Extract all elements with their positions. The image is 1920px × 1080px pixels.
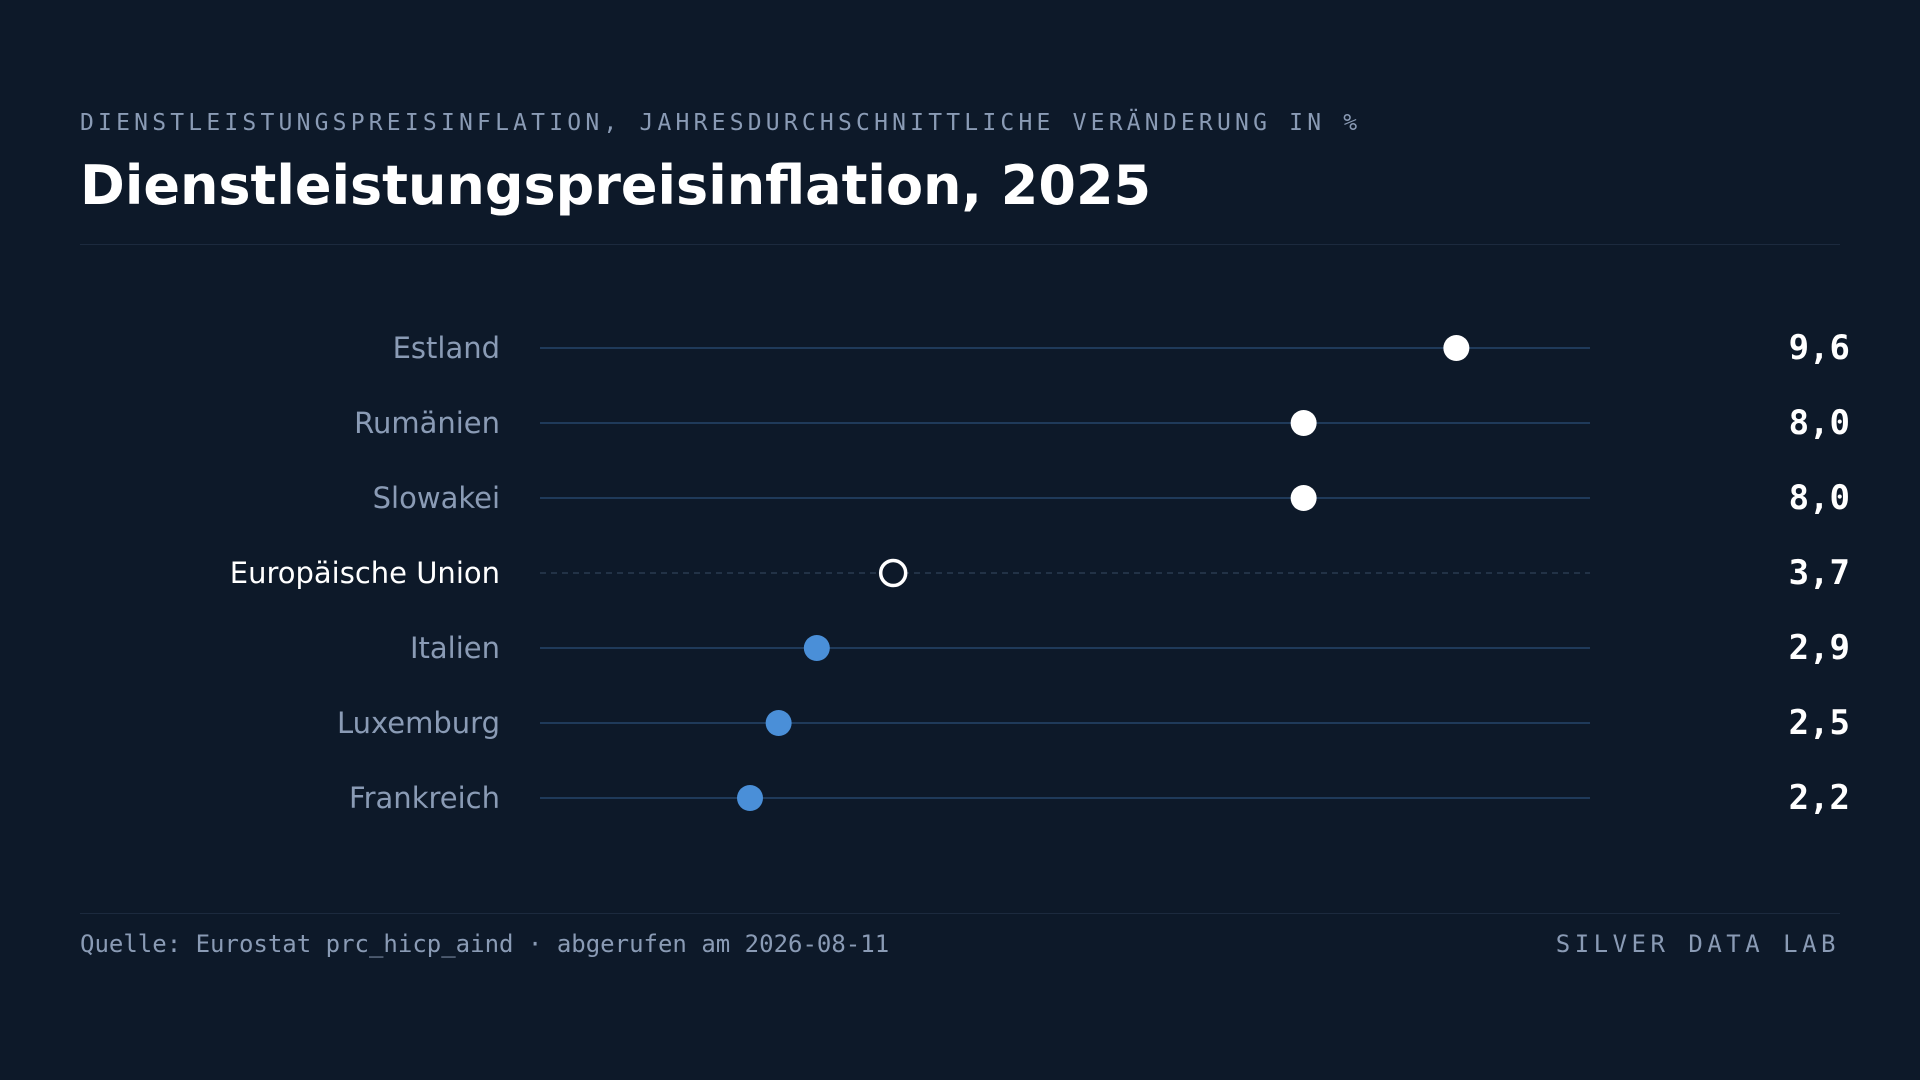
category-label: Italien xyxy=(410,631,500,665)
value-label: 8,0 xyxy=(1789,403,1850,443)
brand-label: SILVER DATA LAB xyxy=(1555,930,1840,958)
category-label: Estland xyxy=(393,331,500,365)
value-label: 9,6 xyxy=(1789,328,1850,368)
data-point xyxy=(737,785,763,811)
category-label: Slowakei xyxy=(373,481,500,515)
value-label: 8,0 xyxy=(1789,478,1850,518)
category-label: Rumänien xyxy=(354,406,500,440)
data-point xyxy=(1290,485,1317,511)
data-point-reference xyxy=(878,558,908,588)
source-note: Quelle: Eurostat prc_hicp_aind · abgeruf… xyxy=(80,930,890,958)
footer-divider xyxy=(80,913,1840,914)
data-point xyxy=(765,710,792,736)
header-divider xyxy=(80,244,1840,245)
data-point xyxy=(1290,410,1317,436)
category-label: Luxemburg xyxy=(337,706,500,740)
value-label: 2,5 xyxy=(1789,703,1850,743)
data-point xyxy=(1443,335,1470,361)
value-label: 3,7 xyxy=(1789,553,1850,593)
chart-title: Dienstleistungspreisinflation, 2025 xyxy=(80,154,1152,217)
value-label: 2,2 xyxy=(1789,778,1850,818)
value-label: 2,9 xyxy=(1789,628,1850,668)
category-label: Frankreich xyxy=(349,781,500,815)
category-label: Europäische Union xyxy=(230,556,500,590)
data-point xyxy=(803,635,830,661)
chart-subtitle: DIENSTLEISTUNGSPREISINFLATION, JAHRESDUR… xyxy=(80,110,1362,136)
